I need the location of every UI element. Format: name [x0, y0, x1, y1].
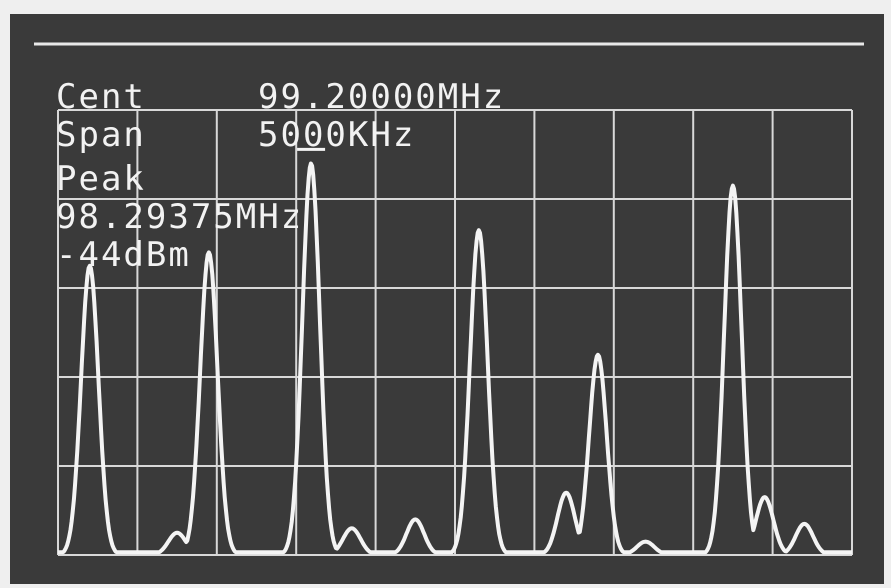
peak-frequency: 98.29375MHz [56, 197, 303, 237]
graticule [57, 109, 853, 556]
peak-point [731, 184, 735, 188]
readout-panel: Cent 99.20000MHz Span 5000KHz Peak 98.29… [56, 77, 505, 275]
peak-label: Peak [56, 159, 146, 199]
peak-point [88, 264, 92, 268]
peak-point [413, 517, 417, 521]
peak-point [350, 526, 354, 530]
peak-point [477, 228, 481, 232]
spectrum-trace [57, 147, 853, 555]
center-frequency-label: Cent [56, 77, 146, 117]
peak-point [175, 531, 179, 535]
span-label: Span [56, 115, 146, 155]
spectrum-line [57, 161, 853, 555]
peak-point [564, 491, 568, 495]
peak-level: -44dBm [56, 235, 191, 275]
peak-point [802, 522, 806, 526]
peak-point [596, 353, 600, 357]
peak-point [309, 161, 313, 165]
center-frequency-value: 99.20000MHz [258, 77, 505, 117]
peak-point [644, 540, 648, 544]
span-value: 5000KHz [258, 115, 415, 155]
peak-point [763, 495, 767, 499]
peak-point [207, 250, 211, 254]
